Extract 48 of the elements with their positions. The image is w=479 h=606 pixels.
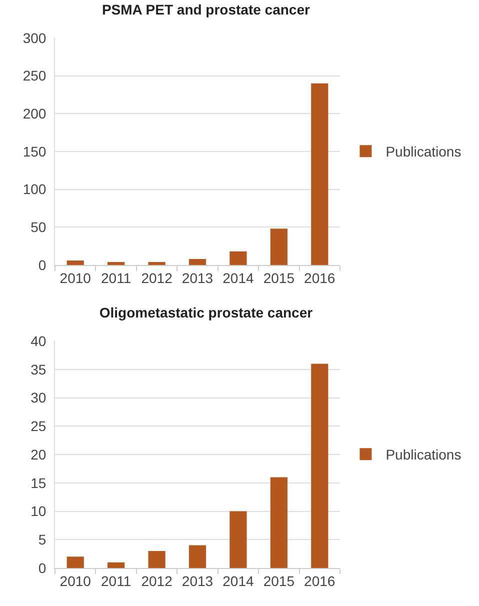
bar [148,262,166,265]
x-tick-label: 2013 [182,270,214,286]
x-tick-label: 2013 [182,572,214,589]
x-tick-label: 2016 [304,572,336,589]
chart-title: Oligometastatic prostate cancer [99,304,314,320]
y-tick-label: 150 [22,143,46,160]
legend-label: Publications [386,144,462,160]
bar [188,545,206,568]
y-tick-label: 25 [30,418,46,434]
x-tick-label: 2015 [263,572,295,589]
bar [108,562,125,568]
y-tick-label: 250 [22,68,46,84]
x-tick-label: 2012 [141,572,173,589]
x-tick-label: 2010 [60,572,92,589]
bar [188,258,206,265]
bar [270,228,288,265]
legend-label: Publications [386,446,462,463]
chart-title: PSMA PET and prostate cancer [102,1,311,18]
y-tick-label: 15 [30,474,46,491]
y-tick-label: 5 [38,532,46,548]
x-tick-label: 2011 [101,270,132,286]
bar [311,364,328,568]
bar [270,477,288,568]
y-tick-label: 300 [22,30,46,46]
bar [230,511,247,568]
y-tick-label: 30 [30,390,46,406]
x-tick-label: 2010 [60,270,92,286]
y-tick-label: 100 [22,181,46,198]
y-tick-label: 0 [38,256,46,273]
y-tick-label: 20 [30,446,46,462]
bar [66,260,84,265]
x-tick-label: 2014 [222,270,254,286]
bar [66,556,84,568]
y-tick-label: 10 [30,503,46,520]
bar [311,83,328,265]
y-tick-label: 40 [30,332,46,349]
y-tick-label: 200 [22,106,46,122]
x-tick-label: 2016 [304,270,336,286]
x-tick-label: 2014 [222,572,254,589]
bar [108,262,125,265]
x-tick-label: 2015 [263,270,295,286]
bar [148,550,166,568]
bar [230,251,247,265]
x-tick-label: 2012 [141,270,173,286]
x-tick-label: 2011 [101,572,132,589]
y-tick-label: 35 [30,361,46,378]
y-tick-label: 0 [38,560,46,576]
y-tick-label: 50 [30,219,46,236]
